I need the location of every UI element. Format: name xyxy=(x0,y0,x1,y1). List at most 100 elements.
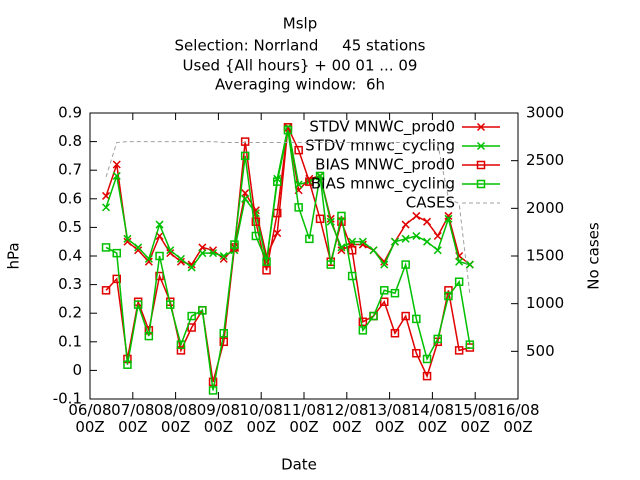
data-point xyxy=(133,300,143,309)
data-point xyxy=(347,246,357,255)
y-tick-label: 0.6 xyxy=(58,189,82,207)
y-tick-label: -0.1 xyxy=(53,390,82,408)
data-point xyxy=(423,237,432,246)
data-point xyxy=(454,277,464,286)
data-point xyxy=(241,194,250,203)
data-point xyxy=(433,334,442,344)
data-point xyxy=(219,337,228,347)
data-point xyxy=(412,231,421,241)
x-tick-label: 10/08 00Z xyxy=(239,401,283,436)
data-point xyxy=(315,214,325,224)
legend-label: STDV mnwc_cycling xyxy=(305,137,455,156)
y2-tick-label: 3000 xyxy=(526,104,564,122)
data-point xyxy=(401,234,410,243)
x-tick-label: 15/08 00Z xyxy=(453,401,497,436)
data-point xyxy=(380,286,389,295)
series-line xyxy=(105,141,471,295)
data-point xyxy=(369,246,378,255)
data-point xyxy=(326,260,335,269)
data-point xyxy=(112,160,121,169)
data-point xyxy=(209,249,218,258)
x-tick-label: 11/08 00Z xyxy=(282,401,326,436)
y-tick-label: 0.5 xyxy=(58,218,82,236)
legend-marker xyxy=(476,179,486,189)
data-point xyxy=(422,354,432,364)
legend-marker xyxy=(476,122,486,132)
legend-label: STDV MNWC_prod0 xyxy=(309,118,455,137)
data-point xyxy=(187,263,196,272)
x-tick-label: 06/08 00Z xyxy=(68,401,112,436)
chart-subtitle: Selection: Norrland 45 stations xyxy=(175,37,426,55)
data-point xyxy=(347,271,357,281)
data-point xyxy=(380,297,389,307)
data-point xyxy=(401,311,410,321)
data-point xyxy=(155,271,164,281)
data-point xyxy=(465,260,474,269)
y-tick-label: 0.8 xyxy=(58,132,82,150)
data-point xyxy=(337,243,346,252)
data-point xyxy=(198,249,207,258)
data-point xyxy=(123,360,132,369)
data-point xyxy=(454,346,464,355)
data-point xyxy=(401,220,410,229)
x-tick-label: 07/08 00Z xyxy=(111,401,155,436)
data-point xyxy=(444,211,453,220)
data-point xyxy=(444,214,453,223)
y2-tick-label: 500 xyxy=(526,342,555,360)
x-tick-label: 08/08 00Z xyxy=(153,401,198,436)
data-point xyxy=(144,254,153,263)
data-point xyxy=(358,237,367,246)
data-point xyxy=(187,260,196,269)
data-point xyxy=(123,237,132,246)
data-point xyxy=(144,331,154,341)
data-point xyxy=(198,306,207,315)
data-point xyxy=(262,257,271,266)
data-point xyxy=(112,248,121,258)
data-point xyxy=(251,217,261,226)
data-point xyxy=(412,211,421,220)
legend-label: BIAS MNWC_prod0 xyxy=(315,156,455,175)
y2-tick-label: 2500 xyxy=(526,151,564,169)
data-point xyxy=(251,231,261,241)
data-point xyxy=(176,257,185,266)
data-point xyxy=(380,260,389,269)
data-point xyxy=(283,125,293,135)
data-point xyxy=(273,229,282,238)
data-point xyxy=(337,246,346,255)
x-axis-label: Date xyxy=(281,456,317,474)
y-tick-label: 0.1 xyxy=(58,332,82,350)
y2-tick-label: 1000 xyxy=(526,294,564,312)
data-point xyxy=(230,240,239,249)
data-point xyxy=(101,243,111,252)
y2-axis-label: No cases xyxy=(585,222,603,290)
data-point xyxy=(390,237,399,246)
data-point xyxy=(155,251,164,261)
data-point xyxy=(337,211,346,221)
series-line xyxy=(105,130,471,391)
data-point xyxy=(390,328,400,338)
data-point xyxy=(294,145,303,155)
x-tick-label: 14/08 00Z xyxy=(410,401,454,436)
y-tick-label: 0.7 xyxy=(58,161,82,179)
data-point xyxy=(433,231,442,241)
y2-tick-label: 1500 xyxy=(526,247,564,265)
chart-subtitle: Averaging window: 6h xyxy=(215,76,385,94)
x-tick-label: 13/08 00Z xyxy=(367,401,412,436)
data-point xyxy=(315,171,325,181)
legend-marker xyxy=(476,141,486,151)
data-point xyxy=(219,254,228,263)
y-tick-label: 0.4 xyxy=(58,247,82,265)
data-point xyxy=(422,371,432,381)
data-point xyxy=(294,203,303,212)
data-point xyxy=(102,203,111,212)
data-point xyxy=(155,220,164,229)
data-point xyxy=(208,386,218,395)
data-point xyxy=(444,291,453,301)
data-point xyxy=(326,217,335,226)
data-point xyxy=(166,246,175,255)
chart-subtitle: Used {All hours} + 00 01 ... 09 xyxy=(183,57,418,75)
data-point xyxy=(262,266,271,275)
data-point xyxy=(176,254,185,263)
y2-tick-label: 2000 xyxy=(526,199,564,217)
